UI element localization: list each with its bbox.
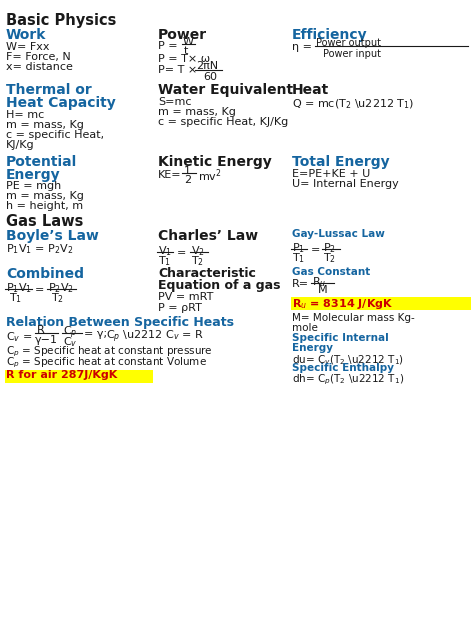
Text: Kinetic Energy: Kinetic Energy <box>158 155 272 169</box>
Text: 1: 1 <box>184 166 191 176</box>
Text: Efficiency: Efficiency <box>292 28 368 42</box>
Text: Power output: Power output <box>316 38 381 48</box>
Text: P = T× ω: P = T× ω <box>158 54 210 64</box>
Text: dh= C$_p$(T$_2$ \u2212 T$_1$): dh= C$_p$(T$_2$ \u2212 T$_1$) <box>292 373 404 387</box>
Text: E=PE+KE + U: E=PE+KE + U <box>292 169 370 179</box>
Text: Potential: Potential <box>6 155 77 169</box>
Text: R$_u$ = 8314 J/KgK: R$_u$ = 8314 J/KgK <box>292 297 393 311</box>
Text: PE = mgh: PE = mgh <box>6 181 61 191</box>
Text: Work: Work <box>6 28 46 42</box>
Text: P$_1$V$_1$ = P$_2$V$_2$: P$_1$V$_1$ = P$_2$V$_2$ <box>6 242 73 256</box>
Text: T$_2$: T$_2$ <box>191 254 204 268</box>
Text: mv$^2$: mv$^2$ <box>198 167 222 184</box>
Text: C$_v$ =: C$_v$ = <box>6 330 32 344</box>
Text: γ−1: γ−1 <box>35 335 58 345</box>
Text: P =: P = <box>158 41 178 51</box>
Text: mole: mole <box>292 323 318 333</box>
Text: F= Force, N: F= Force, N <box>6 52 71 62</box>
Bar <box>5 370 153 383</box>
Text: T$_1$: T$_1$ <box>292 251 305 265</box>
Text: Energy: Energy <box>292 343 333 353</box>
Text: =: = <box>177 248 186 258</box>
Text: M= Molecular mass Kg-: M= Molecular mass Kg- <box>292 313 415 323</box>
Text: P = ρRT: P = ρRT <box>158 303 202 313</box>
Text: H= mc: H= mc <box>6 110 44 120</box>
Text: c = specific Heat,: c = specific Heat, <box>6 130 104 140</box>
Text: Gas Laws: Gas Laws <box>6 214 83 229</box>
Text: t: t <box>184 46 188 56</box>
Bar <box>291 297 471 310</box>
Text: W= Fxx: W= Fxx <box>6 42 49 52</box>
Text: P$_2$: P$_2$ <box>323 241 336 255</box>
Text: Heat: Heat <box>292 83 329 97</box>
Text: m = mass, Kg: m = mass, Kg <box>6 120 84 130</box>
Text: P$_1$V$_1$: P$_1$V$_1$ <box>6 281 32 295</box>
Text: 60: 60 <box>203 72 217 82</box>
Text: S=mc: S=mc <box>158 97 191 107</box>
Text: Heat Capacity: Heat Capacity <box>6 96 116 110</box>
Text: R: R <box>37 325 45 335</box>
Text: C$_p$ \u2212 C$_v$ = R: C$_p$ \u2212 C$_v$ = R <box>106 329 204 346</box>
Text: h = height, m: h = height, m <box>6 201 83 211</box>
Text: KJ/Kg: KJ/Kg <box>6 140 35 150</box>
Text: Gas Constant: Gas Constant <box>292 267 370 277</box>
Text: c = specific Heat, KJ/Kg: c = specific Heat, KJ/Kg <box>158 117 288 127</box>
Text: P$_1$: P$_1$ <box>292 241 305 255</box>
Text: Charles’ Law: Charles’ Law <box>158 229 258 243</box>
Text: η =: η = <box>292 42 312 52</box>
Text: Specific Enthalpy: Specific Enthalpy <box>292 363 394 373</box>
Text: PV = mRT: PV = mRT <box>158 292 213 302</box>
Text: Basic Physics: Basic Physics <box>6 13 117 28</box>
Text: W: W <box>183 37 194 47</box>
Text: =: = <box>311 245 320 255</box>
Text: U= Internal Energy: U= Internal Energy <box>292 179 399 189</box>
Text: =: = <box>35 285 45 295</box>
Text: Combined: Combined <box>6 267 84 281</box>
Text: du= C$_v$(T$_2$ \u2212 T$_1$): du= C$_v$(T$_2$ \u2212 T$_1$) <box>292 353 404 366</box>
Text: Specific Internal: Specific Internal <box>292 333 389 343</box>
Text: T$_1$: T$_1$ <box>158 254 171 268</box>
Text: = γ;: = γ; <box>84 329 107 339</box>
Text: 2πN: 2πN <box>196 61 218 71</box>
Text: V$_2$: V$_2$ <box>191 244 205 258</box>
Text: C$_p$: C$_p$ <box>63 325 77 341</box>
Text: Total Energy: Total Energy <box>292 155 390 169</box>
Text: Energy: Energy <box>6 168 61 182</box>
Text: 2: 2 <box>184 175 191 185</box>
Text: R$_u$: R$_u$ <box>312 275 327 289</box>
Text: C$_p$ = Specific heat at constant pressure: C$_p$ = Specific heat at constant pressu… <box>6 345 213 359</box>
Text: M: M <box>318 285 328 295</box>
Text: Water Equivalent: Water Equivalent <box>158 83 293 97</box>
Text: T$_2$: T$_2$ <box>51 291 64 305</box>
Text: P$_2$V$_2$: P$_2$V$_2$ <box>48 281 74 295</box>
Text: T$_2$: T$_2$ <box>323 251 336 265</box>
Text: P= T ×: P= T × <box>158 65 197 75</box>
Text: C$_v$: C$_v$ <box>63 335 78 349</box>
Text: R for air 287J/KgK: R for air 287J/KgK <box>6 370 117 380</box>
Text: KE=: KE= <box>158 170 182 180</box>
Text: T$_1$: T$_1$ <box>9 291 22 305</box>
Text: Equation of a gas: Equation of a gas <box>158 279 281 292</box>
Text: Thermal or: Thermal or <box>6 83 92 97</box>
Text: Power: Power <box>158 28 207 42</box>
Text: m = mass, Kg: m = mass, Kg <box>6 191 84 201</box>
Text: Boyle’s Law: Boyle’s Law <box>6 229 99 243</box>
Text: Gay-Lussac Law: Gay-Lussac Law <box>292 229 385 239</box>
Text: Relation Between Specific Heats: Relation Between Specific Heats <box>6 316 234 329</box>
Text: x= distance: x= distance <box>6 62 73 72</box>
Text: Power input: Power input <box>323 49 381 59</box>
Text: V$_1$: V$_1$ <box>158 244 172 258</box>
Text: Characteristic: Characteristic <box>158 267 256 280</box>
Text: Q = mc(T$_2$ \u2212 T$_1$): Q = mc(T$_2$ \u2212 T$_1$) <box>292 97 414 110</box>
Text: C$_p$ = Specific heat at constant Volume: C$_p$ = Specific heat at constant Volume <box>6 356 207 370</box>
Text: R=: R= <box>292 279 309 289</box>
Text: m = mass, Kg: m = mass, Kg <box>158 107 236 117</box>
